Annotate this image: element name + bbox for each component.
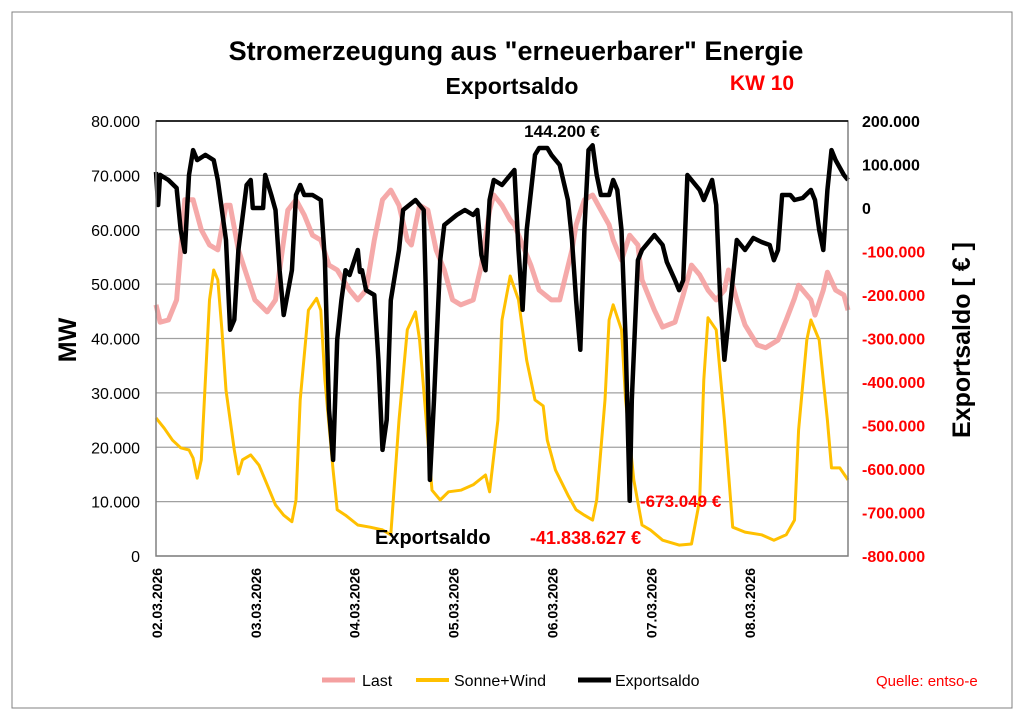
y-tick-label: 80.000 (91, 114, 140, 131)
x-tick-label: 07.03.2026 (643, 568, 659, 638)
chart-title: Stromerzeugung aus "erneuerbarer" Energi… (229, 36, 804, 66)
y-tick-label: 20.000 (91, 440, 140, 457)
sum-label-annotation: Exportsaldo (375, 527, 491, 549)
series-group (153, 143, 851, 547)
week-label: KW 10 (730, 72, 794, 95)
y-tick-label: 50.000 (91, 277, 140, 294)
y2-tick-label: -500.000 (862, 419, 925, 436)
legend-label-sonne-wind: Sonne+Wind (454, 673, 546, 690)
y-tick-label: 30.000 (91, 386, 140, 403)
y2-tick-label: -400.000 (862, 375, 925, 392)
x-tick-label: 02.03.2026 (149, 568, 165, 638)
y2-tick-label: -800.000 (862, 549, 925, 566)
y-tick-label: 40.000 (91, 332, 140, 349)
legend: Last Sonne+Wind Exportsaldo (322, 673, 700, 690)
y2-tick-label: 200.000 (862, 114, 920, 131)
x-tick-label: 06.03.2026 (544, 568, 560, 638)
source-label: Quelle: entso-e (876, 673, 978, 690)
legend-label-last: Last (362, 673, 393, 690)
sum-value-annotation: -41.838.627 € (530, 528, 641, 548)
y2-tick-label: 0 (862, 201, 871, 218)
y2-tick-label: 100.000 (862, 158, 920, 175)
y2-tick-label: -300.000 (862, 332, 925, 349)
y2-tick-label: -600.000 (862, 462, 925, 479)
y-tick-label: 70.000 (91, 168, 140, 185)
chart-subtitle: Exportsaldo (446, 73, 579, 99)
x-axis-ticks: 02.03.2026 03.03.2026 04.03.2026 05.03.2026… (149, 568, 758, 638)
min-export-annotation: -673.049 € (640, 492, 722, 511)
y2-tick-label: -200.000 (862, 288, 925, 305)
y-tick-label: 0 (131, 549, 140, 566)
y2-tick-label: -100.000 (862, 245, 925, 262)
y-tick-label: 60.000 (91, 223, 140, 240)
y2-axis-ticks: -800.000 -700.000 -600.000 -500.000 -400.000… (862, 114, 925, 566)
y-axis-ticks: 0 10.000 20.000 30.000 40.000 50.000 60.000 70.… (91, 114, 140, 566)
x-tick-label: 04.03.2026 (347, 568, 363, 638)
y-tick-label: 10.000 (91, 495, 140, 512)
y-axis-label: MW (54, 317, 82, 362)
x-tick-label: 08.03.2026 (742, 568, 758, 638)
y2-tick-label: -700.000 (862, 506, 925, 523)
legend-label-export: Exportsaldo (615, 673, 700, 690)
max-export-annotation: 144.200 € (524, 122, 600, 141)
x-tick-label: 05.03.2026 (446, 568, 462, 638)
series-line-sonne-wind (154, 268, 850, 547)
y2-axis-label: Exportsaldo [ € ] (948, 242, 976, 438)
series-line-exportsaldo (153, 143, 850, 504)
x-tick-label: 03.03.2026 (248, 568, 264, 638)
chart-frame (11, 11, 1013, 709)
